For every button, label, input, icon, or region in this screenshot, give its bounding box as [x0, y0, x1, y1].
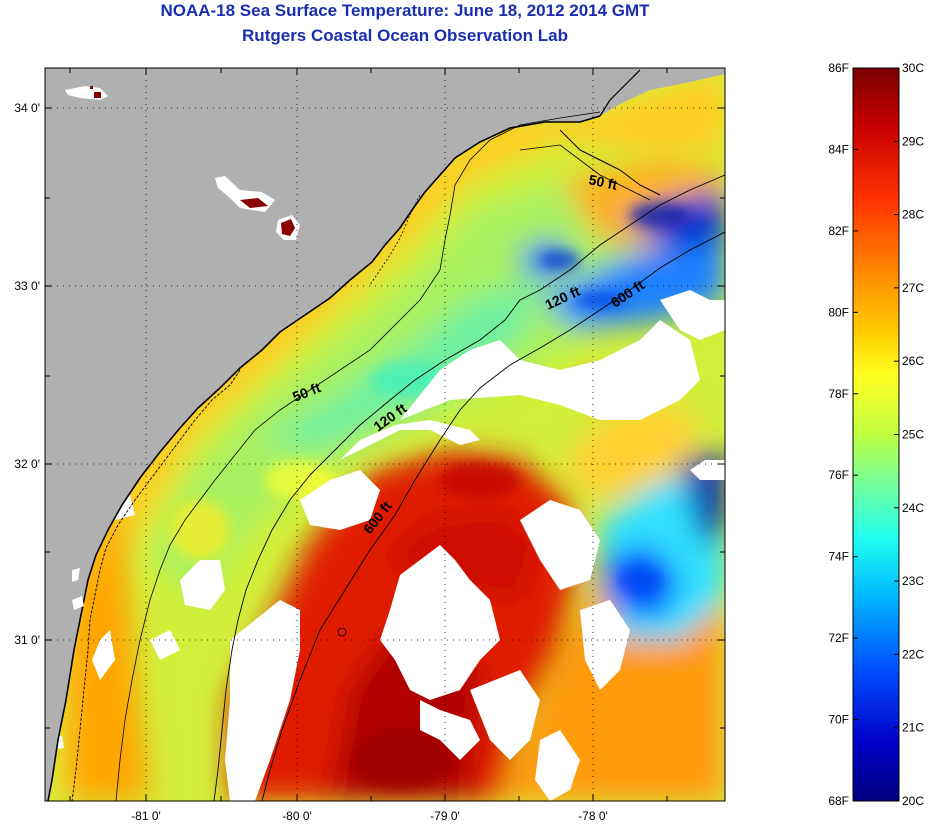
colorbar-label-f: 78F	[828, 387, 849, 401]
colorbar-label-f: 84F	[828, 142, 849, 156]
colorbar-label-f: 86F	[828, 61, 849, 75]
colorbar-label-f: 76F	[828, 468, 849, 482]
colorbar-label-f: 72F	[828, 631, 849, 645]
y-tick-label: 32 0'	[14, 457, 40, 471]
cloud-mask	[48, 290, 725, 801]
colorbar-ticks	[853, 67, 899, 802]
graticule	[45, 68, 725, 801]
colorbar-label-c: 29C	[902, 134, 924, 148]
contour-50ft	[115, 111, 601, 801]
colorbar-label-f: 74F	[828, 550, 849, 564]
map-frame	[44, 67, 726, 802]
y-tick-label: 31 0'	[14, 633, 40, 647]
coastline	[47, 115, 601, 801]
colorbar-label-c: 24C	[902, 501, 924, 515]
map-plot-area: 50 ft 50 ft 120 ft 120 ft 600 ft 600 ft	[45, 68, 725, 801]
colorbar-label-f: 68F	[828, 794, 849, 808]
x-tick-label: -79 0'	[430, 809, 460, 823]
x-tick-label: -81 0'	[131, 809, 161, 823]
colorbar-labels: 86F 84F 82F 80F 78F 76F 74F 72F 70F 68F 30C 29C 28C 2…	[828, 61, 924, 808]
colorbar-label-c: 23C	[902, 574, 924, 588]
map-subtitle: Rutgers Coastal Ocean Observation Lab	[242, 26, 568, 45]
colorbar-label-c: 22C	[902, 647, 924, 661]
colorbar-label-c: 20C	[902, 794, 924, 808]
colorbar-label-c: 26C	[902, 354, 924, 368]
colorbar	[852, 67, 900, 802]
colorbar-label-f: 80F	[828, 305, 849, 319]
x-tick-label: -80 0'	[282, 809, 312, 823]
colorbar-label-c: 30C	[902, 61, 924, 75]
colorbar-label-f: 82F	[828, 224, 849, 238]
land-mass	[45, 68, 725, 801]
colorbar-label-c: 21C	[902, 721, 924, 735]
contour-120ft	[213, 174, 725, 801]
colorbar-label-c: 28C	[902, 208, 924, 222]
colorbar-label-f: 70F	[828, 713, 849, 727]
colorbar-label-c: 27C	[902, 281, 924, 295]
y-tick-label: 34 0'	[14, 101, 40, 115]
x-tick-label: -78 0'	[578, 809, 608, 823]
contour-label-50ft-north: 50 ft	[587, 171, 619, 193]
y-tick-label: 33 0'	[14, 279, 40, 293]
axis-ticks	[45, 68, 725, 801]
map-title: NOAA-18 Sea Surface Temperature: June 18…	[160, 1, 650, 20]
contour-600ft	[261, 231, 725, 801]
colorbar-label-c: 25C	[902, 428, 924, 442]
